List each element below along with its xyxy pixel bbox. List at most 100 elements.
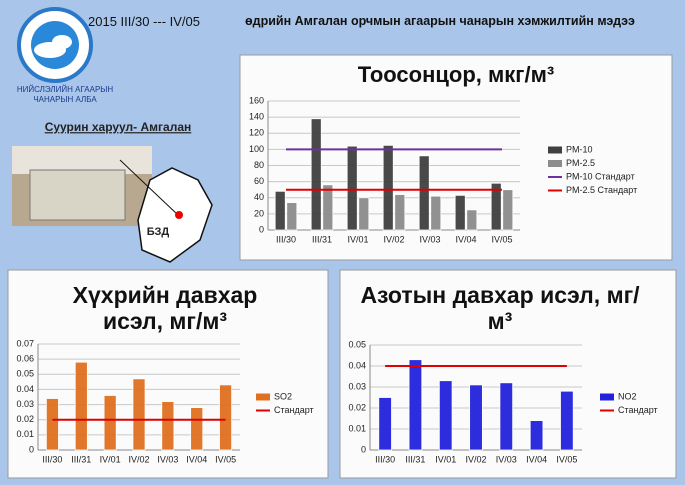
bar — [560, 390, 574, 451]
x-tick-label: IV/05 — [215, 454, 236, 464]
header-title: өдрийн Амгалан орчмын агаарын чанарын хэ… — [245, 14, 635, 28]
y-tick-label: 0.02 — [348, 402, 366, 412]
y-tick-label: 0.02 — [16, 414, 34, 424]
legend-label: NO2 — [618, 391, 637, 401]
y-tick-label: 20 — [254, 208, 264, 218]
bar — [310, 118, 322, 231]
x-tick-label: IV/01 — [435, 454, 456, 464]
legend-label: SO2 — [274, 391, 292, 401]
bar — [161, 401, 175, 451]
bar — [408, 359, 423, 451]
y-tick-label: 0.05 — [348, 339, 366, 349]
y-tick-label: 0.04 — [16, 384, 34, 394]
bar — [469, 384, 483, 451]
y-tick-label: 120 — [249, 128, 264, 138]
map-pointer — [119, 159, 179, 216]
x-tick-label: III/31 — [405, 454, 425, 464]
x-tick-label: III/31 — [312, 234, 332, 244]
y-tick-label: 160 — [249, 95, 264, 105]
y-tick-label: 0.07 — [16, 338, 34, 348]
legend-swatch — [256, 393, 270, 401]
bar — [438, 380, 453, 451]
y-tick-label: 0 — [29, 444, 34, 454]
x-tick-label: IV/03 — [419, 234, 440, 244]
y-tick-label: 0 — [361, 444, 366, 454]
x-tick-label: IV/05 — [491, 234, 512, 244]
y-tick-label: 0.04 — [348, 360, 366, 370]
bar — [346, 145, 358, 231]
bar — [378, 397, 392, 451]
legend-swatch — [548, 160, 562, 167]
y-tick-label: 0.06 — [16, 354, 34, 364]
legend-label: Стандарт — [274, 405, 314, 415]
logo-cloud — [52, 35, 72, 49]
y-tick-label: 0.05 — [16, 369, 34, 379]
logo-text: ЧАНАРЫН АЛБА — [33, 95, 97, 104]
x-tick-label: IV/03 — [157, 454, 178, 464]
x-tick-label: IV/04 — [526, 454, 547, 464]
bar — [466, 209, 478, 231]
x-tick-label: IV/02 — [383, 234, 404, 244]
y-tick-label: 140 — [249, 112, 264, 122]
legend-label: Стандарт — [618, 405, 658, 415]
photo-building — [29, 169, 126, 221]
legend-label: PM-2.5 — [566, 158, 595, 168]
y-tick-label: 0.03 — [16, 399, 34, 409]
bar — [529, 420, 544, 451]
x-tick-label: III/30 — [375, 454, 395, 464]
map-label: БЗД — [147, 226, 170, 238]
x-tick-label: III/31 — [71, 454, 91, 464]
bar — [418, 155, 430, 231]
period: 2015 III/30 --- IV/05 — [88, 14, 201, 29]
x-tick-label: IV/02 — [465, 454, 486, 464]
bar — [322, 184, 334, 231]
station-label: Суурин харуул- Амгалан — [45, 120, 192, 134]
x-tick-label: III/30 — [276, 234, 296, 244]
bar — [103, 395, 117, 451]
bar — [430, 195, 442, 231]
chart-title: Хүхрийн давхар исэл, мг/м³ — [72, 282, 258, 335]
x-tick-label: IV/04 — [186, 454, 207, 464]
bar — [382, 144, 394, 231]
bar — [274, 190, 286, 231]
y-tick-label: 60 — [254, 176, 264, 186]
x-tick-label: III/30 — [42, 454, 62, 464]
bar — [394, 194, 406, 231]
bar — [454, 194, 466, 231]
y-tick-label: 0.03 — [348, 381, 366, 391]
bar — [490, 182, 502, 231]
chart-title: Тоосонцор, мкг/м³ — [357, 62, 555, 87]
chart-title: Азотын давхар исэл, мг/м³ — [360, 282, 640, 335]
x-tick-label: IV/03 — [496, 454, 517, 464]
bar — [45, 398, 59, 451]
bar — [286, 202, 298, 231]
logo-text: НИЙСЛЭЛИЙН АГААРЫН — [17, 85, 113, 94]
y-tick-label: 80 — [254, 160, 264, 170]
map-dot — [175, 211, 183, 219]
bar — [190, 407, 204, 451]
y-tick-label: 0.01 — [16, 429, 34, 439]
legend-swatch — [600, 393, 614, 401]
legend-label: PM-10 Стандарт — [566, 171, 635, 181]
y-tick-label: 40 — [254, 192, 264, 202]
bar — [132, 378, 146, 451]
x-tick-label: IV/01 — [347, 234, 368, 244]
y-tick-label: 100 — [249, 144, 264, 154]
bar — [499, 382, 514, 451]
bar — [219, 384, 233, 451]
y-tick-label: 0 — [259, 224, 264, 234]
x-tick-label: IV/04 — [455, 234, 476, 244]
y-tick-label: 0.01 — [348, 423, 366, 433]
x-tick-label: IV/05 — [556, 454, 577, 464]
bar — [74, 361, 88, 451]
x-tick-label: IV/01 — [100, 454, 121, 464]
legend-swatch — [548, 146, 562, 154]
legend-label: PM-10 — [566, 144, 593, 154]
x-tick-label: IV/02 — [128, 454, 149, 464]
photo-sky — [12, 146, 152, 174]
bar — [358, 197, 370, 231]
bar — [502, 189, 514, 231]
legend-label: PM-2.5 Стандарт — [566, 185, 637, 195]
